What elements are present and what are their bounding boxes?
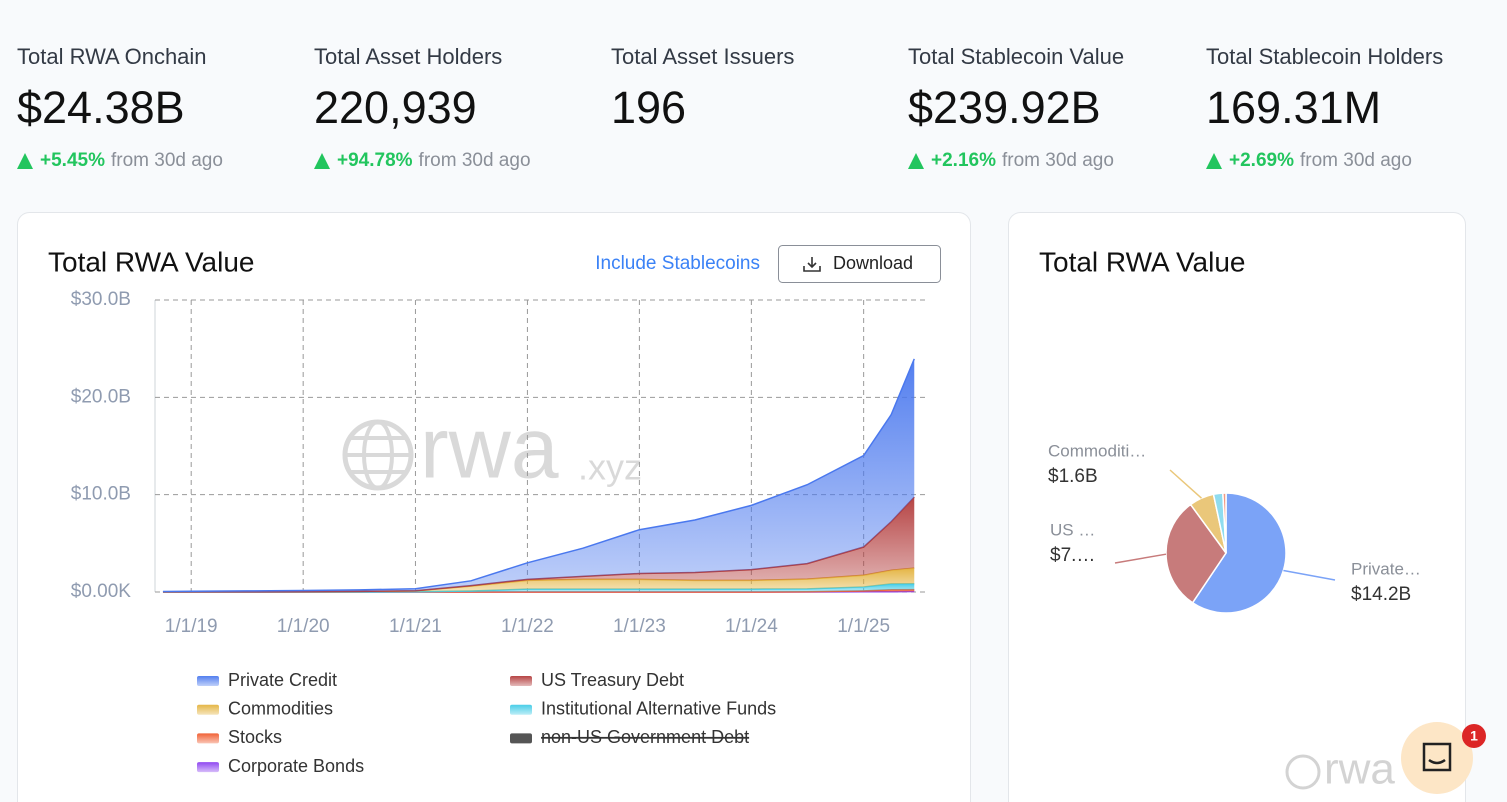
download-button[interactable]: Download	[778, 245, 941, 283]
x-tick-label: 1/1/25	[837, 616, 890, 637]
area	[162, 358, 915, 592]
pie-label: US …	[1050, 520, 1095, 539]
stat-value: $24.38B	[17, 82, 185, 133]
legend-label: US Treasury Debt	[541, 670, 684, 690]
pie-label: Private…	[1351, 559, 1421, 578]
leader-line	[1114, 553, 1167, 564]
pie-title: Total RWA Value	[1039, 246, 1245, 277]
button-frame	[778, 245, 941, 283]
stat-suffix: from 30d ago	[1002, 150, 1114, 171]
pie-label: Commoditi…	[1048, 441, 1146, 460]
legend-swatch	[197, 704, 219, 715]
stat-label: Total Stablecoin Value	[908, 44, 1124, 69]
legend-item[interactable]: Commodities	[197, 698, 333, 718]
corner-watermark: rwa	[1285, 745, 1395, 794]
stat-value: 220,939	[314, 82, 477, 133]
legend-item[interactable]: non-US Government Debt	[510, 727, 749, 747]
stablecoin-toggle[interactable]: Include Stablecoins	[595, 253, 760, 274]
stat-suffix: from 30d ago	[111, 150, 223, 171]
chat-widget[interactable]: 1	[1401, 722, 1486, 794]
watermark-text: rwa	[1324, 745, 1395, 794]
up-arrow	[314, 153, 330, 169]
area	[162, 583, 915, 592]
y-tick-label: $0.00K	[71, 581, 132, 602]
y-tick-label: $20.0B	[71, 386, 131, 407]
legend-item[interactable]: Private Credit	[197, 670, 337, 690]
legend-label: non-US Government Debt	[541, 727, 749, 747]
legend-label: Commodities	[228, 698, 333, 718]
download-icon	[803, 257, 821, 272]
legend-item[interactable]: Corporate Bonds	[197, 756, 364, 776]
area-line	[162, 496, 915, 593]
leader-line	[1283, 569, 1336, 581]
up-arrow	[17, 153, 33, 169]
chat-badge	[1462, 724, 1486, 748]
stat-value: 196	[611, 82, 686, 133]
legend-label: Institutional Alternative Funds	[541, 698, 776, 718]
stat-suffix: from 30d ago	[419, 150, 531, 171]
stat-change: +2.16%	[931, 150, 996, 171]
chart-watermark: rwa .xyz	[342, 401, 642, 497]
legend-label: Stocks	[228, 727, 282, 747]
legend-swatch	[510, 704, 532, 715]
x-tick-label: 1/1/20	[277, 616, 330, 637]
stat-value: $239.92B	[908, 82, 1101, 133]
stat-label: Total Asset Holders	[314, 44, 502, 69]
pie-slice	[1165, 503, 1227, 604]
legend-swatch	[510, 733, 532, 744]
pie-slice	[1191, 492, 1287, 614]
x-tick-label: 1/1/24	[725, 616, 778, 637]
chart-title: Total RWA Value	[48, 246, 254, 277]
chart-card	[17, 212, 971, 802]
watermark-text: rwa	[420, 401, 559, 497]
globe-icon	[345, 436, 411, 474]
x-tick-label: 1/1/23	[613, 616, 666, 637]
globe-icon	[362, 420, 394, 490]
up-arrow	[1206, 153, 1222, 169]
chat-bubble	[1401, 722, 1473, 794]
pie-value-label: $7.…	[1050, 545, 1095, 566]
chat-icon	[1422, 742, 1452, 772]
leader-line	[1169, 469, 1203, 499]
globe-icon	[342, 419, 414, 491]
stat-label: Total Asset Issuers	[611, 44, 794, 69]
button-label: Download	[833, 253, 913, 273]
stat-label: Total Stablecoin Holders	[1206, 44, 1443, 69]
legend-item[interactable]: US Treasury Debt	[510, 670, 684, 690]
stat-value: 169.31M	[1206, 82, 1381, 133]
stat-change: +94.78%	[337, 150, 413, 171]
area-line	[162, 358, 915, 593]
legend-item[interactable]: Stocks	[197, 727, 282, 747]
stat-suffix: from 30d ago	[1300, 150, 1412, 171]
stat-label: Total RWA Onchain	[17, 44, 207, 69]
legend-swatch	[197, 676, 219, 686]
legend-swatch	[510, 676, 532, 686]
x-tick-label: 1/1/22	[501, 616, 554, 637]
legend-swatch	[197, 762, 219, 773]
pie-value-label: $1.6B	[1048, 466, 1098, 487]
y-tick-label: $30.0B	[71, 289, 131, 310]
up-arrow	[908, 153, 924, 169]
area	[162, 568, 915, 592]
globe-icon	[1285, 754, 1321, 790]
badge-count: 1	[1470, 728, 1478, 744]
x-tick-label: 1/1/21	[389, 616, 442, 637]
y-tick-label: $10.0B	[71, 484, 131, 505]
pie-value-label: $14.2B	[1351, 584, 1411, 605]
stat-change: +5.45%	[40, 150, 105, 171]
watermark-suffix: .xyz	[578, 447, 642, 488]
x-tick-label: 1/1/19	[165, 616, 218, 637]
legend-label: Corporate Bonds	[228, 756, 364, 776]
pie-slice	[1222, 492, 1227, 554]
stat-change: +2.69%	[1229, 150, 1294, 171]
legend-swatch	[197, 733, 219, 744]
legend-item[interactable]: Institutional Alternative Funds	[510, 698, 776, 718]
legend-label: Private Credit	[228, 670, 337, 690]
